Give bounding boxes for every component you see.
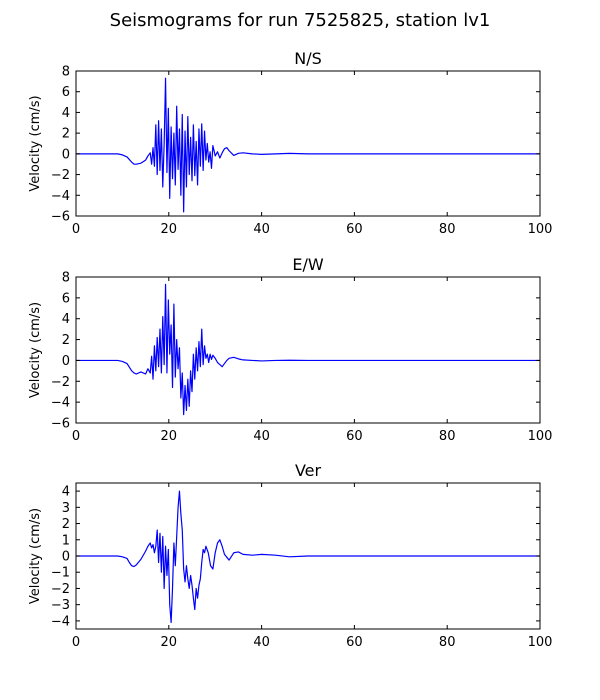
panel-3-y-tick-label: 4 bbox=[62, 485, 70, 500]
panel-3-y-tick-label: −4 bbox=[51, 614, 70, 629]
panel-1-axes-frame bbox=[75, 70, 541, 217]
panel-2-title: E/W bbox=[292, 255, 324, 274]
panel-2-y-tick-label: 6 bbox=[62, 291, 70, 306]
panel-3-x-tick-label: 80 bbox=[439, 635, 456, 650]
panel-3-x-tick-label: 100 bbox=[528, 635, 553, 650]
panel-1-y-axis-label: Velocity (cm/s) bbox=[28, 95, 43, 191]
panel-2-series-line bbox=[76, 283, 540, 416]
panel-2-y-tick-label: −2 bbox=[51, 375, 70, 390]
panel-3-y-tick-label: 3 bbox=[62, 501, 70, 516]
panel-2-axes-frame bbox=[75, 276, 541, 424]
panel-1-y-tick-label: 6 bbox=[62, 85, 70, 100]
panel-1-x-tick-label: 40 bbox=[253, 222, 270, 237]
figure-title: Seismograms for run 7525825, station lv1 bbox=[109, 10, 491, 31]
panel-2-y-tick-label: −6 bbox=[51, 417, 70, 432]
panel-2-x-tick-label: 0 bbox=[72, 429, 80, 444]
panel-2-y-tick-label: 2 bbox=[62, 333, 70, 348]
panel-1-y-tick-label: 8 bbox=[62, 65, 70, 80]
panel-1-x-tick-label: 20 bbox=[161, 222, 178, 237]
panel-3-y-tick-label: −3 bbox=[51, 598, 70, 613]
panel-3-x-tick-label: 40 bbox=[253, 635, 270, 650]
panel-1-y-tick-label: −6 bbox=[51, 210, 70, 225]
panel-3-y-axis-label: Velocity (cm/s) bbox=[28, 508, 43, 604]
panel-1-x-tick-label: 60 bbox=[346, 222, 363, 237]
panel-3-y-tick-label: −2 bbox=[51, 582, 70, 597]
panel-2-x-tick-label: 100 bbox=[528, 429, 553, 444]
panel-1-y-tick-label: −4 bbox=[51, 189, 70, 204]
panel-2-y-tick-label: −4 bbox=[51, 396, 70, 411]
panel-3-y-tick-label: 0 bbox=[62, 550, 70, 565]
panel-1-series-line bbox=[76, 77, 540, 213]
panel-1-y-tick-label: 4 bbox=[62, 106, 70, 121]
panel-1-title: N/S bbox=[294, 49, 322, 68]
panel-2-y-axis-label: Velocity (cm/s) bbox=[28, 302, 43, 398]
panel-3-y-tick-label: 1 bbox=[62, 533, 70, 548]
panel-2-x-tick-label: 20 bbox=[161, 429, 178, 444]
panel-2-x-tick-label: 40 bbox=[253, 429, 270, 444]
panel-3-series-line bbox=[76, 490, 540, 624]
panel-3-x-tick-label: 60 bbox=[346, 635, 363, 650]
panel-2-x-tick-label: 60 bbox=[346, 429, 363, 444]
panel-3-y-tick-label: 2 bbox=[62, 517, 70, 532]
panel-2-x-tick-label: 80 bbox=[439, 429, 456, 444]
panel-2-y-tick-label: 4 bbox=[62, 312, 70, 327]
panel-3-title: Ver bbox=[295, 461, 322, 480]
panel-2-y-tick-label: 8 bbox=[62, 271, 70, 286]
panel-1-y-tick-label: 0 bbox=[62, 147, 70, 162]
panel-1-x-tick-label: 80 bbox=[439, 222, 456, 237]
panel-1-x-tick-label: 0 bbox=[72, 222, 80, 237]
panel-1-y-tick-label: 2 bbox=[62, 127, 70, 142]
panel-3-y-tick-label: −1 bbox=[51, 566, 70, 581]
panel-1-y-tick-label: −2 bbox=[51, 168, 70, 183]
panel-3-x-tick-label: 20 bbox=[161, 635, 178, 650]
panel-2-y-tick-label: 0 bbox=[62, 354, 70, 369]
panel-1-x-tick-label: 100 bbox=[528, 222, 553, 237]
panel-2: 0 20 40 60 80 100 −6 −4 −2 0 2 4 6 8 E/W Velocity (cm/s… bbox=[28, 255, 552, 444]
panel-3-x-tick-label: 0 bbox=[72, 635, 80, 650]
panel-1: 0 20 40 60 80 100 −6 −4 −2 0 2 4 6 8 N/S Velocity (cm/s… bbox=[28, 49, 552, 237]
